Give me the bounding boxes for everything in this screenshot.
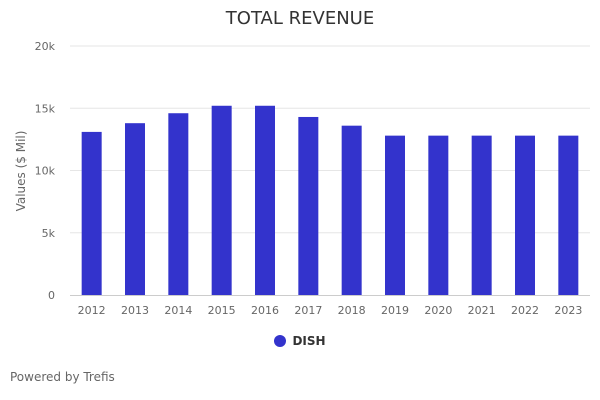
x-tick-label: 2020 — [424, 304, 452, 317]
bar-series — [81, 105, 579, 296]
chart-title: TOTAL REVENUE — [225, 8, 375, 29]
x-tick-label: 2016 — [251, 304, 279, 317]
axes: 0 5k 10k 15k 20k 2012 2013 2014 2015 2016 2017 2018… — [35, 40, 590, 317]
bar-2013[interactable] — [125, 123, 145, 295]
bar-2023[interactable] — [558, 135, 579, 295]
x-tick-label: 2013 — [121, 304, 149, 317]
y-tick-label: 5k — [42, 227, 56, 240]
x-tick-label: 2015 — [208, 304, 236, 317]
credits-text[interactable]: Powered by Trefis — [10, 370, 115, 384]
bar-2021[interactable] — [471, 135, 492, 295]
x-tick-label: 2017 — [294, 304, 322, 317]
x-tick-label: 2014 — [164, 304, 192, 317]
bar-2020[interactable] — [428, 135, 449, 295]
y-axis-label: Values ($ Mil) — [14, 131, 28, 212]
legend-marker — [274, 335, 287, 347]
legend-label: DISH — [292, 334, 326, 348]
bar-2017[interactable] — [298, 116, 319, 295]
x-tick-label: 2023 — [554, 304, 582, 317]
x-tick-label: 2021 — [468, 304, 496, 317]
bar-2014[interactable] — [168, 113, 189, 295]
y-tick-label: 15k — [35, 102, 56, 115]
legend[interactable]: DISH — [0, 334, 600, 348]
bar-2015[interactable] — [211, 105, 232, 295]
bar-2022[interactable] — [515, 135, 535, 295]
bar-2019[interactable] — [385, 135, 405, 295]
bar-2018[interactable] — [341, 125, 362, 296]
bar-2016[interactable] — [255, 105, 275, 295]
gridlines — [70, 45, 590, 234]
y-tick-label: 20k — [35, 40, 56, 53]
x-tick-label: 2022 — [511, 304, 539, 317]
x-tick-label: 2019 — [381, 304, 409, 317]
x-tick-label: 2018 — [338, 304, 366, 317]
x-tick-label: 2012 — [78, 304, 106, 317]
y-tick-label: 0 — [48, 289, 55, 302]
bar-2012[interactable] — [81, 131, 102, 295]
y-tick-label: 10k — [35, 165, 56, 178]
